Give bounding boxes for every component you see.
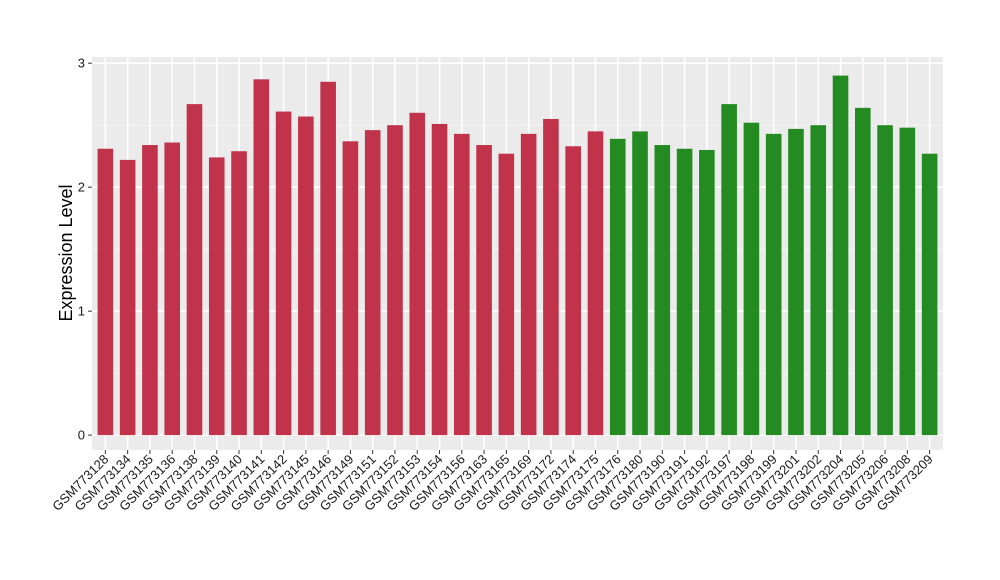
bar-GSM773163 (476, 145, 492, 436)
bar-GSM773156 (454, 133, 470, 436)
bar-GSM773204 (832, 75, 849, 436)
bar-GSM773209 (921, 153, 938, 436)
bar-GSM773172 (543, 118, 559, 436)
bar-GSM773146 (320, 81, 336, 436)
bar-GSM773135 (142, 145, 158, 436)
bar-GSM773191 (676, 148, 693, 436)
y-tick-label: 0 (78, 428, 85, 443)
bars (97, 75, 938, 436)
bar-GSM773153 (409, 112, 426, 436)
bar-GSM773180 (632, 131, 648, 436)
bar-GSM773165 (498, 153, 515, 436)
bar-GSM773141 (253, 79, 270, 436)
bar-GSM773192 (699, 149, 715, 436)
bar-GSM773140 (231, 151, 247, 436)
bar-GSM773198 (743, 122, 760, 436)
y-axis-title: Expression Level (56, 184, 76, 321)
bar-GSM773138 (186, 104, 203, 436)
bar-GSM773208 (899, 127, 916, 436)
bar-GSM773175 (587, 131, 604, 436)
bar-GSM773151 (364, 130, 381, 436)
bar-GSM773169 (520, 133, 537, 436)
bar-GSM773154 (431, 123, 448, 436)
y-tick-label: 3 (78, 56, 85, 71)
y-tick-label: 1 (78, 304, 85, 319)
y-tick-label: 2 (78, 180, 85, 195)
bar-GSM773197 (721, 104, 737, 436)
bar-GSM773134 (119, 159, 136, 436)
bar-GSM773136 (164, 142, 180, 436)
x-axis: GSM773128GSM773134GSM773135GSM773136GSM7… (49, 450, 936, 514)
bar-GSM773149 (342, 141, 359, 436)
bar-GSM773205 (855, 107, 871, 436)
bar-GSM773202 (810, 125, 827, 436)
bar-GSM773139 (208, 157, 225, 436)
bar-GSM773142 (275, 111, 292, 436)
bar-GSM773206 (877, 125, 893, 436)
bar-GSM773145 (298, 116, 314, 436)
bar-GSM773174 (565, 146, 581, 436)
bar-GSM773176 (609, 138, 626, 436)
bar-GSM773199 (765, 133, 782, 436)
y-axis: 0 1 2 3 (78, 56, 92, 443)
bar-GSM773152 (387, 125, 403, 436)
bar-GSM773128 (97, 148, 114, 436)
bar-GSM773201 (788, 128, 804, 436)
bar-GSM773190 (654, 145, 671, 436)
